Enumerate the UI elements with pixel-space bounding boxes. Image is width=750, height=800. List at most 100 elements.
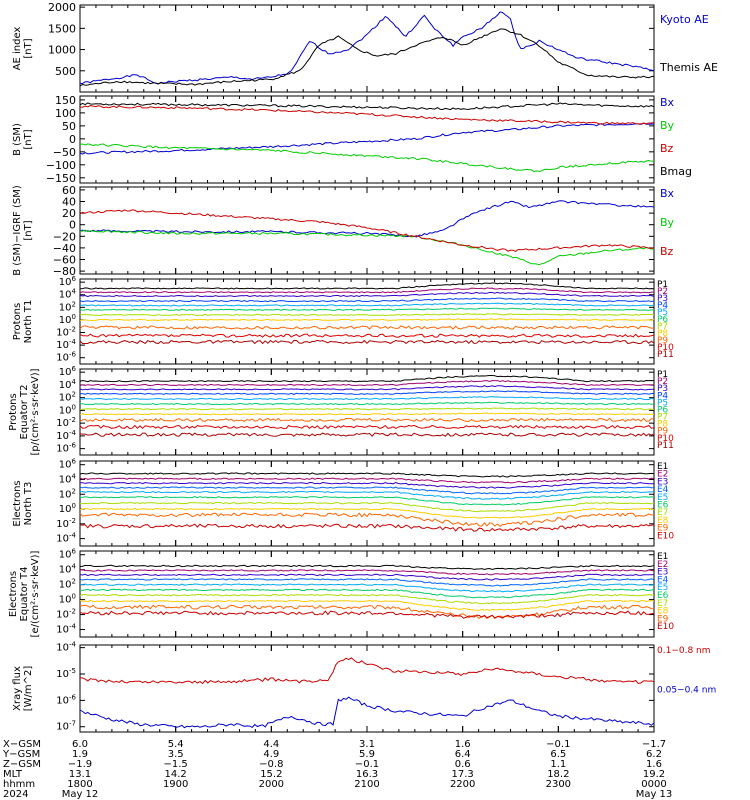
x-row-value: 5.9 [359, 749, 375, 760]
y-tick-label: 10-6 [56, 351, 76, 364]
panel-frame [79, 186, 655, 275]
x-row-value: −1.9 [68, 759, 92, 770]
y-tick-label: 10-6 [56, 693, 76, 706]
legend-label: E9 [657, 614, 669, 624]
series-line-P6 [79, 307, 655, 311]
y-tick-label: 10-4 [56, 429, 76, 442]
x-row-value: −0.1 [546, 739, 570, 750]
y-tick-exponent: -6 [69, 351, 77, 359]
y-tick-label: 100 [59, 593, 76, 606]
legend-label: E2 [657, 470, 668, 480]
x-row-label: 2024 [3, 789, 28, 800]
legend-label: P6 [657, 405, 668, 415]
series-line-P7 [79, 313, 655, 316]
y-tick-exponent: -7 [69, 720, 76, 728]
y-axis-label: [nT] [23, 38, 34, 58]
series-line-E9 [79, 512, 654, 527]
y-tick-exponent: 0 [72, 313, 76, 321]
y-tick-label: 106 [59, 275, 77, 288]
y-tick-exponent: -4 [69, 532, 77, 540]
legend-label: E9 [657, 524, 669, 534]
y-axis-label: Xray flux [12, 666, 23, 711]
y-tick-exponent: 2 [72, 487, 76, 495]
y-tick-label: −20 [53, 230, 76, 243]
series-line-E10 [79, 523, 655, 532]
series-line-P11 [79, 432, 655, 437]
y-tick-label: 0 [69, 133, 76, 146]
legend-label: E1 [657, 552, 668, 562]
x-row-value: May 13 [636, 789, 673, 800]
y-tick-label: 10-6 [56, 442, 76, 455]
series-line-P11 [79, 339, 655, 345]
y-axis-label: [e/(cm²·s·sr·keV)] [30, 550, 41, 637]
series-line-P3 [79, 291, 655, 298]
y-axis-label: B (SM) [12, 123, 23, 156]
legend-label: P1 [657, 370, 668, 380]
legend-label: E2 [657, 560, 668, 570]
y-tick-exponent: -2 [69, 608, 76, 616]
legend-label: P10 [657, 343, 674, 353]
y-axis-label: [p/(cm²·s·sr·keV)] [30, 368, 41, 455]
x-row-label: Z−GSM [3, 759, 41, 770]
x-row-value: 6.2 [646, 749, 662, 760]
panel-frame [79, 644, 655, 733]
y-axis-label: [nT] [23, 220, 34, 240]
legend-label: E8 [657, 607, 669, 617]
y-tick-exponent: -2 [69, 416, 76, 424]
x-axis-annotation: X−GSM 6.0 5.4 4.4 3.1 1.6 −0.1 −1.7 Y−GSM 1.9 3.5 4… [2, 739, 672, 800]
series-line-E5 [79, 490, 655, 500]
legend-label: P11 [657, 350, 674, 360]
y-axis-label: Protons [12, 303, 23, 340]
legend-label: P9 [657, 427, 668, 437]
legend-label: 0.1−0.8 nm [657, 646, 711, 656]
series-line-P2 [79, 287, 654, 294]
y-tick-label: −150 [46, 172, 76, 185]
y-tick-exponent: 6 [72, 365, 77, 373]
panel-frame [79, 95, 655, 184]
y-tick-label: −100 [46, 159, 76, 172]
series-line-E7 [79, 501, 655, 513]
y-tick-label: 1500 [48, 22, 76, 35]
y-tick-label: 20 [62, 207, 76, 220]
y-tick-label: 106 [59, 548, 77, 561]
x-row-value: 18.2 [547, 769, 569, 780]
series-line-E10 [79, 610, 655, 619]
x-row-label: Y−GSM [2, 749, 40, 760]
legend-label: E8 [657, 516, 669, 526]
legend-label: P6 [657, 315, 668, 325]
series-line-E6 [79, 496, 655, 506]
panel-8: 10-4 10-5 10-6 10-7 Xray flux [W/m^2] 0.1−0.8 … [12, 641, 716, 733]
y-tick-label: 60 [62, 184, 76, 197]
legend-label: 0.05−0.4 nm [657, 686, 716, 696]
legend-label: P2 [657, 287, 668, 297]
y-tick-exponent: -4 [69, 338, 77, 346]
x-row-value: 4.4 [263, 739, 279, 750]
series-line-E1 [79, 472, 655, 478]
y-tick-label: −80 [53, 265, 76, 278]
legend-label: P1 [657, 280, 668, 290]
legend-label: E6 [657, 501, 669, 511]
y-axis-label: North T3 [23, 482, 34, 526]
legend-label: P3 [657, 384, 668, 394]
x-row-label: hhmm [3, 779, 35, 790]
legend-label: P5 [657, 308, 668, 318]
legend-label: Bx [660, 187, 675, 200]
y-tick-exponent: -2 [69, 326, 76, 334]
x-row-value: −1.5 [164, 759, 188, 770]
x-row-value: 6.4 [455, 749, 471, 760]
x-row-value: 1900 [163, 779, 188, 790]
x-row-value: 3.5 [168, 749, 184, 760]
y-tick-exponent: 2 [72, 578, 76, 586]
series-line-P3 [79, 385, 655, 391]
series-line-E9 [79, 604, 655, 620]
x-row-value: 2100 [354, 779, 379, 790]
panel-7: 106 104 102 100 10-2 10-4 Electrons Equator T4[… [8, 548, 674, 638]
y-tick-label: −50 [53, 146, 76, 159]
y-tick-exponent: -4 [69, 429, 77, 437]
y-tick-exponent: 6 [72, 458, 77, 466]
legend-label: Kyoto AE [660, 13, 709, 26]
legend-label: Bz [660, 245, 674, 258]
y-tick-label: 1000 [48, 44, 76, 57]
